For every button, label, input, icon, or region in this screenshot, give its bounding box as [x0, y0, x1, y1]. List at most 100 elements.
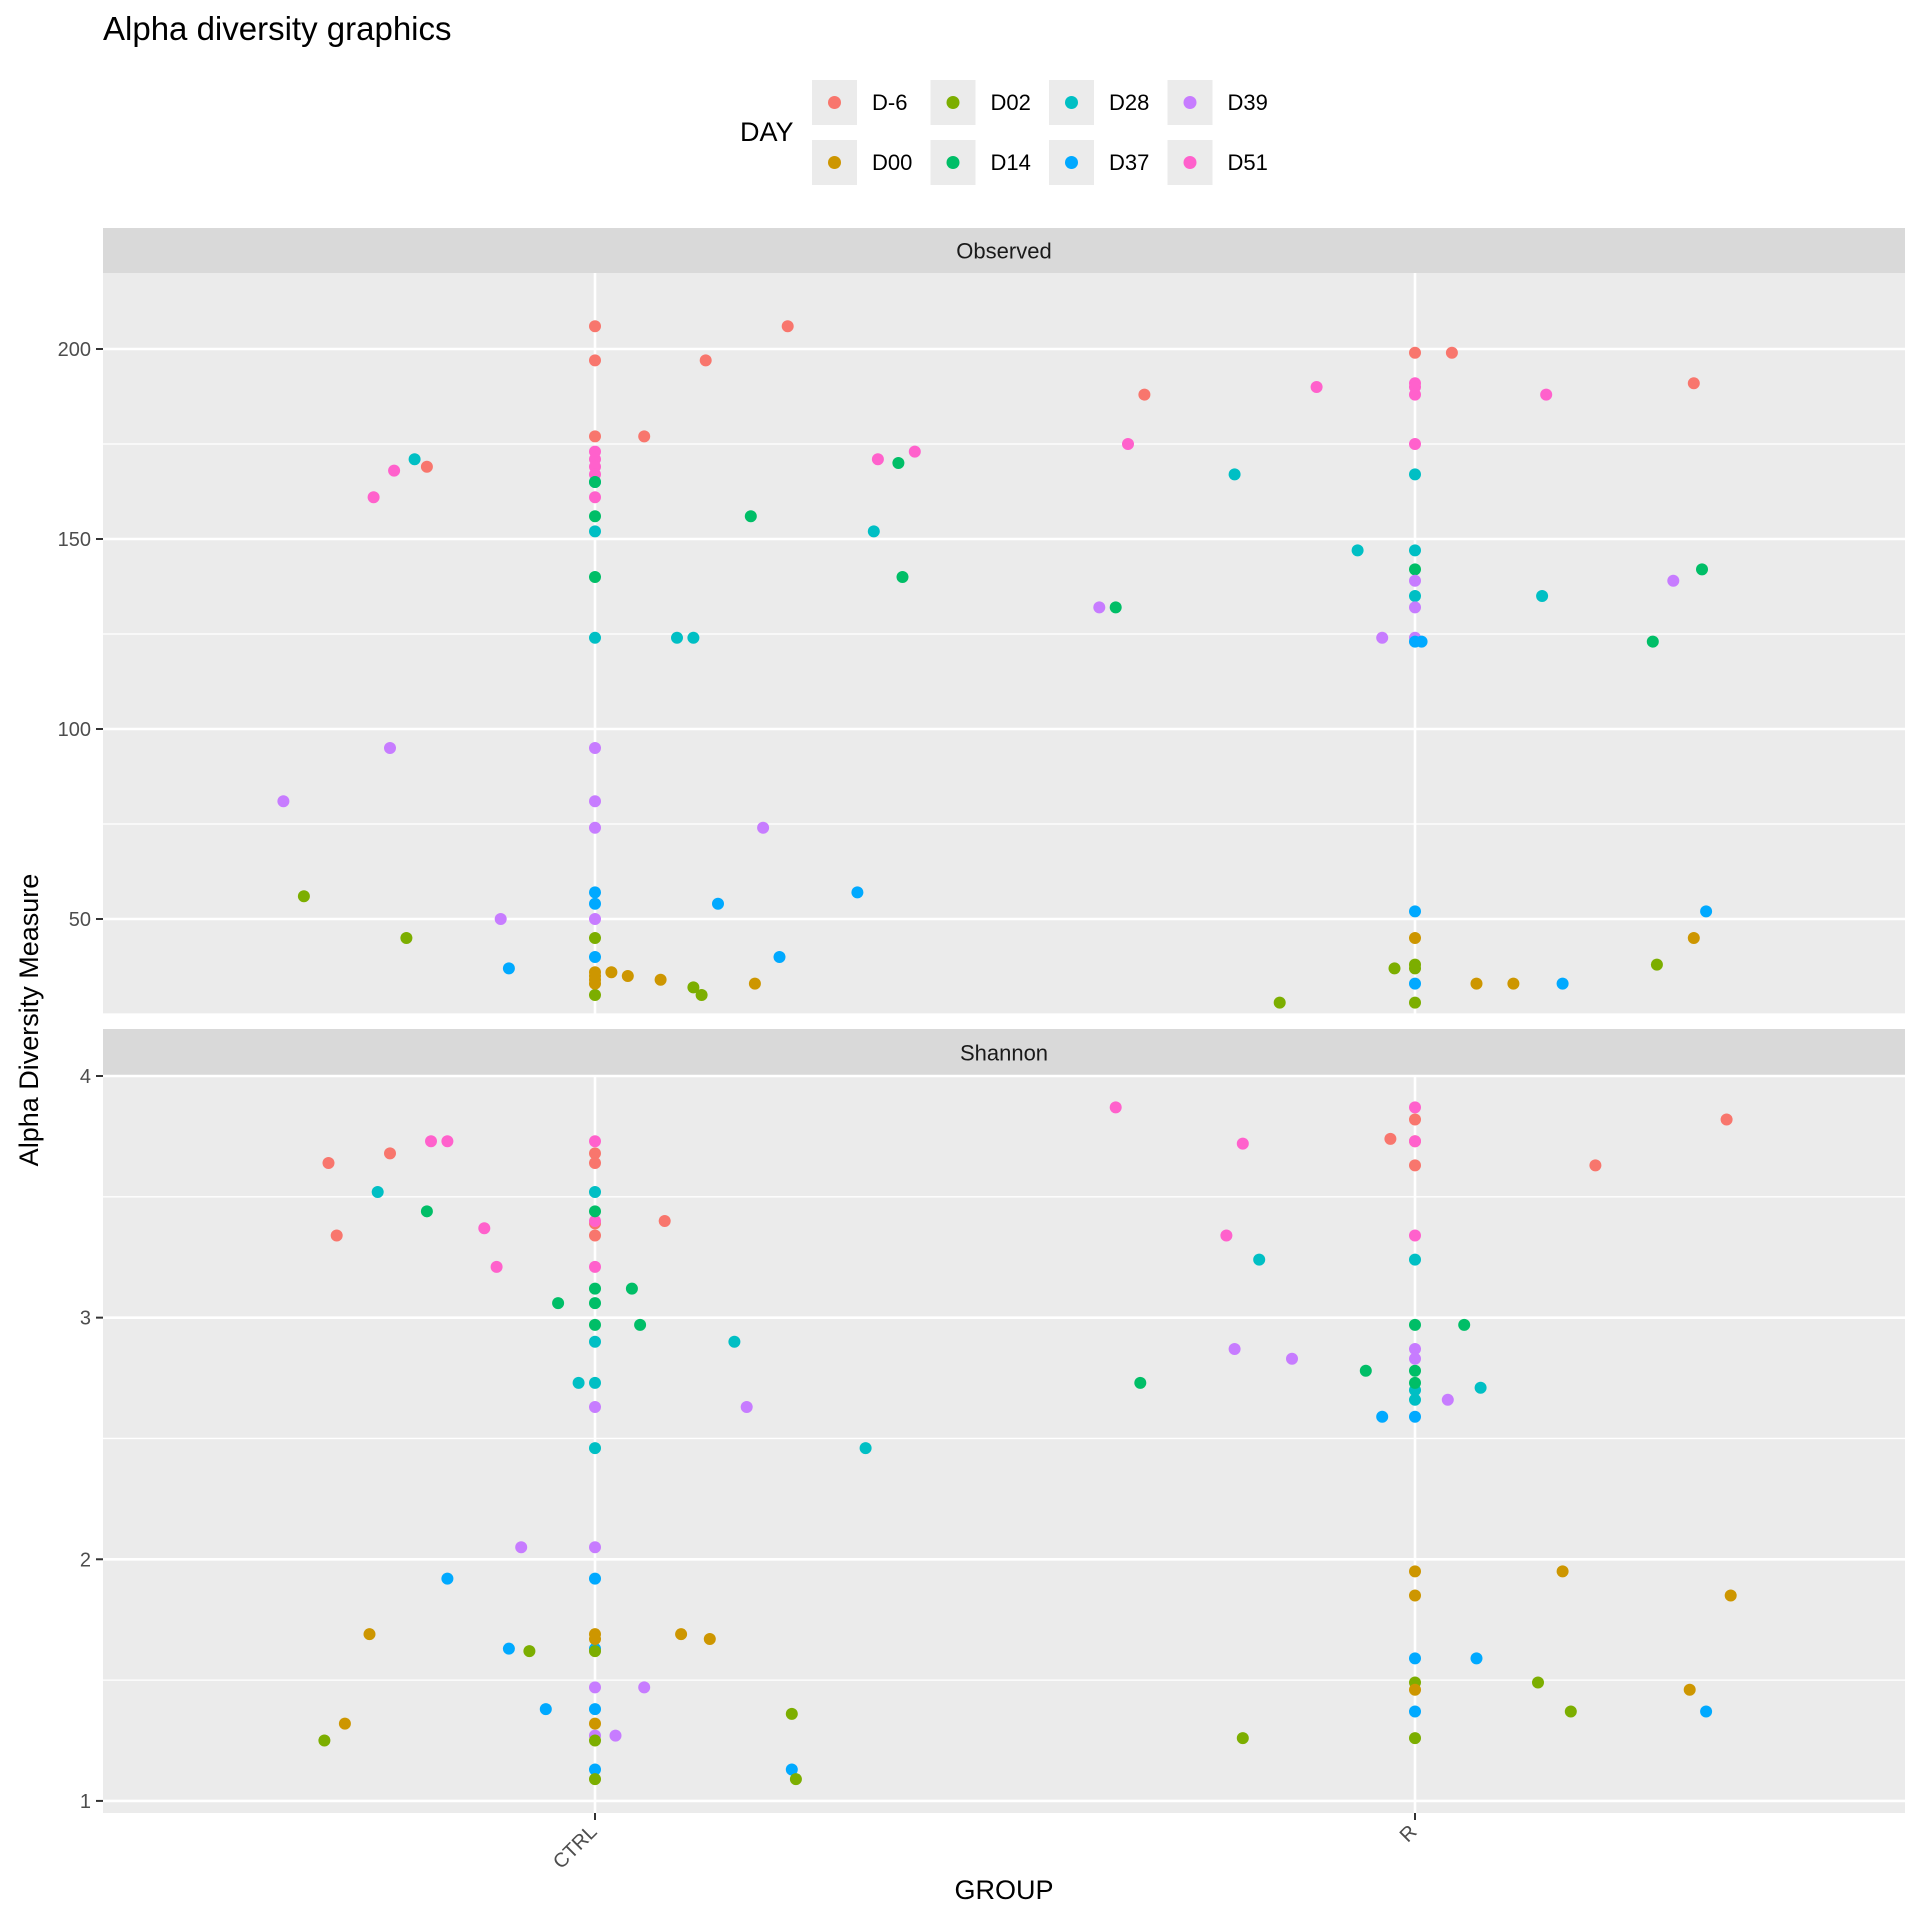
data-point-d51	[491, 1261, 503, 1273]
data-point-d00	[749, 978, 761, 990]
data-point-d51	[1409, 1135, 1421, 1147]
data-point-d37	[1409, 905, 1421, 917]
data-point-d39	[1409, 575, 1421, 587]
data-point-d00	[622, 970, 634, 982]
data-point-d02	[1274, 997, 1286, 1009]
data-point-d37	[503, 1643, 515, 1655]
data-point-d39	[610, 1730, 622, 1742]
data-point-d39	[589, 742, 601, 754]
data-point-d14	[1409, 1319, 1421, 1331]
data-point-d00	[1557, 1565, 1569, 1577]
panel-background	[103, 273, 1905, 1014]
data-point-d39	[1667, 575, 1679, 587]
data-point-d00	[1409, 1684, 1421, 1696]
data-point-d00	[704, 1633, 716, 1645]
data-point-d28	[1409, 544, 1421, 556]
data-point-d-6	[589, 430, 601, 442]
data-point-d14	[1647, 636, 1659, 648]
legend-item-d39: D39	[1168, 80, 1268, 125]
data-point-d39	[1376, 632, 1388, 644]
legend-label: D28	[1109, 90, 1149, 115]
data-point-d02	[1532, 1677, 1544, 1689]
data-point-d51	[1409, 1101, 1421, 1113]
data-point-d37	[1409, 978, 1421, 990]
data-point-d51	[1540, 389, 1552, 401]
data-point-d-6	[1409, 1113, 1421, 1125]
data-point-d37	[851, 886, 863, 898]
data-point-d-6	[384, 1147, 396, 1159]
legend-item-d14: D14	[931, 140, 1031, 185]
data-point-d28	[1352, 544, 1364, 556]
data-point-d14	[589, 571, 601, 583]
data-point-d39	[384, 742, 396, 754]
data-point-d14	[1458, 1319, 1470, 1331]
y-tick-label: 200	[58, 339, 91, 361]
data-point-d-6	[1384, 1133, 1396, 1145]
legend-key-marker	[1065, 96, 1078, 109]
data-point-d37	[1409, 1652, 1421, 1664]
legend-item-d28: D28	[1049, 80, 1149, 125]
legend-key-marker	[947, 96, 960, 109]
data-point-d-6	[1409, 347, 1421, 359]
data-point-d37	[589, 1703, 601, 1715]
y-tick-label: 2	[80, 1549, 91, 1571]
data-point-d39	[589, 822, 601, 834]
data-point-d-6	[1409, 1159, 1421, 1171]
data-point-d28	[1409, 1394, 1421, 1406]
data-point-d39	[515, 1541, 527, 1553]
data-point-d37	[589, 898, 601, 910]
data-point-d00	[589, 978, 601, 990]
data-point-d51	[1237, 1138, 1249, 1150]
legend: DAY D-6 D02 D28 D39 D00 D14 D37 D51	[740, 80, 1268, 185]
data-point-d39	[1286, 1353, 1298, 1365]
data-point-d37	[1557, 978, 1569, 990]
data-point-d00	[589, 1633, 601, 1645]
data-point-d28	[1229, 468, 1241, 480]
data-point-d39	[1442, 1394, 1454, 1406]
data-point-d37	[589, 1573, 601, 1585]
data-point-d02	[790, 1773, 802, 1785]
data-point-d51	[478, 1222, 490, 1234]
data-point-d00	[1409, 932, 1421, 944]
y-tick-label: 50	[69, 909, 91, 931]
data-point-d51	[1409, 438, 1421, 450]
data-point-d39	[589, 1541, 601, 1553]
data-point-d00	[1725, 1590, 1737, 1602]
legend-item-d02: D02	[931, 80, 1031, 125]
data-point-d51	[368, 491, 380, 503]
data-point-d02	[1389, 962, 1401, 974]
data-point-d51	[1409, 389, 1421, 401]
data-point-d14	[589, 476, 601, 488]
legend-key-marker	[828, 156, 841, 169]
data-point-d00	[1409, 1590, 1421, 1602]
data-point-d37	[1700, 1706, 1712, 1718]
x-axis: CTRL R	[549, 1813, 1421, 1873]
data-point-d02	[589, 989, 601, 1001]
data-point-d14	[1134, 1377, 1146, 1389]
data-point-d-6	[589, 354, 601, 366]
data-point-d39	[757, 822, 769, 834]
data-point-d51	[909, 446, 921, 458]
legend-key-marker	[1184, 96, 1197, 109]
x-tick-label: R	[1396, 1821, 1422, 1847]
data-point-d00	[1409, 1565, 1421, 1577]
data-point-d28	[1536, 590, 1548, 602]
data-point-d02	[1565, 1706, 1577, 1718]
data-point-d51	[441, 1135, 453, 1147]
data-point-d02	[589, 1735, 601, 1747]
data-point-d28	[687, 632, 699, 644]
data-point-d39	[589, 913, 601, 925]
legend-key-marker	[828, 96, 841, 109]
data-point-d39	[1409, 1353, 1421, 1365]
data-point-d02	[400, 932, 412, 944]
data-point-d14	[589, 1297, 601, 1309]
data-point-d51	[1311, 381, 1323, 393]
data-point-d37	[1416, 636, 1428, 648]
data-point-d14	[589, 1205, 601, 1217]
chart: Alpha diversity graphics DAY D-6 D02 D28 D3…	[0, 0, 1920, 1920]
data-point-d00	[605, 966, 617, 978]
data-point-d14	[897, 571, 909, 583]
legend-label: D02	[991, 90, 1031, 115]
data-point-d28	[372, 1186, 384, 1198]
data-point-d51	[388, 465, 400, 477]
